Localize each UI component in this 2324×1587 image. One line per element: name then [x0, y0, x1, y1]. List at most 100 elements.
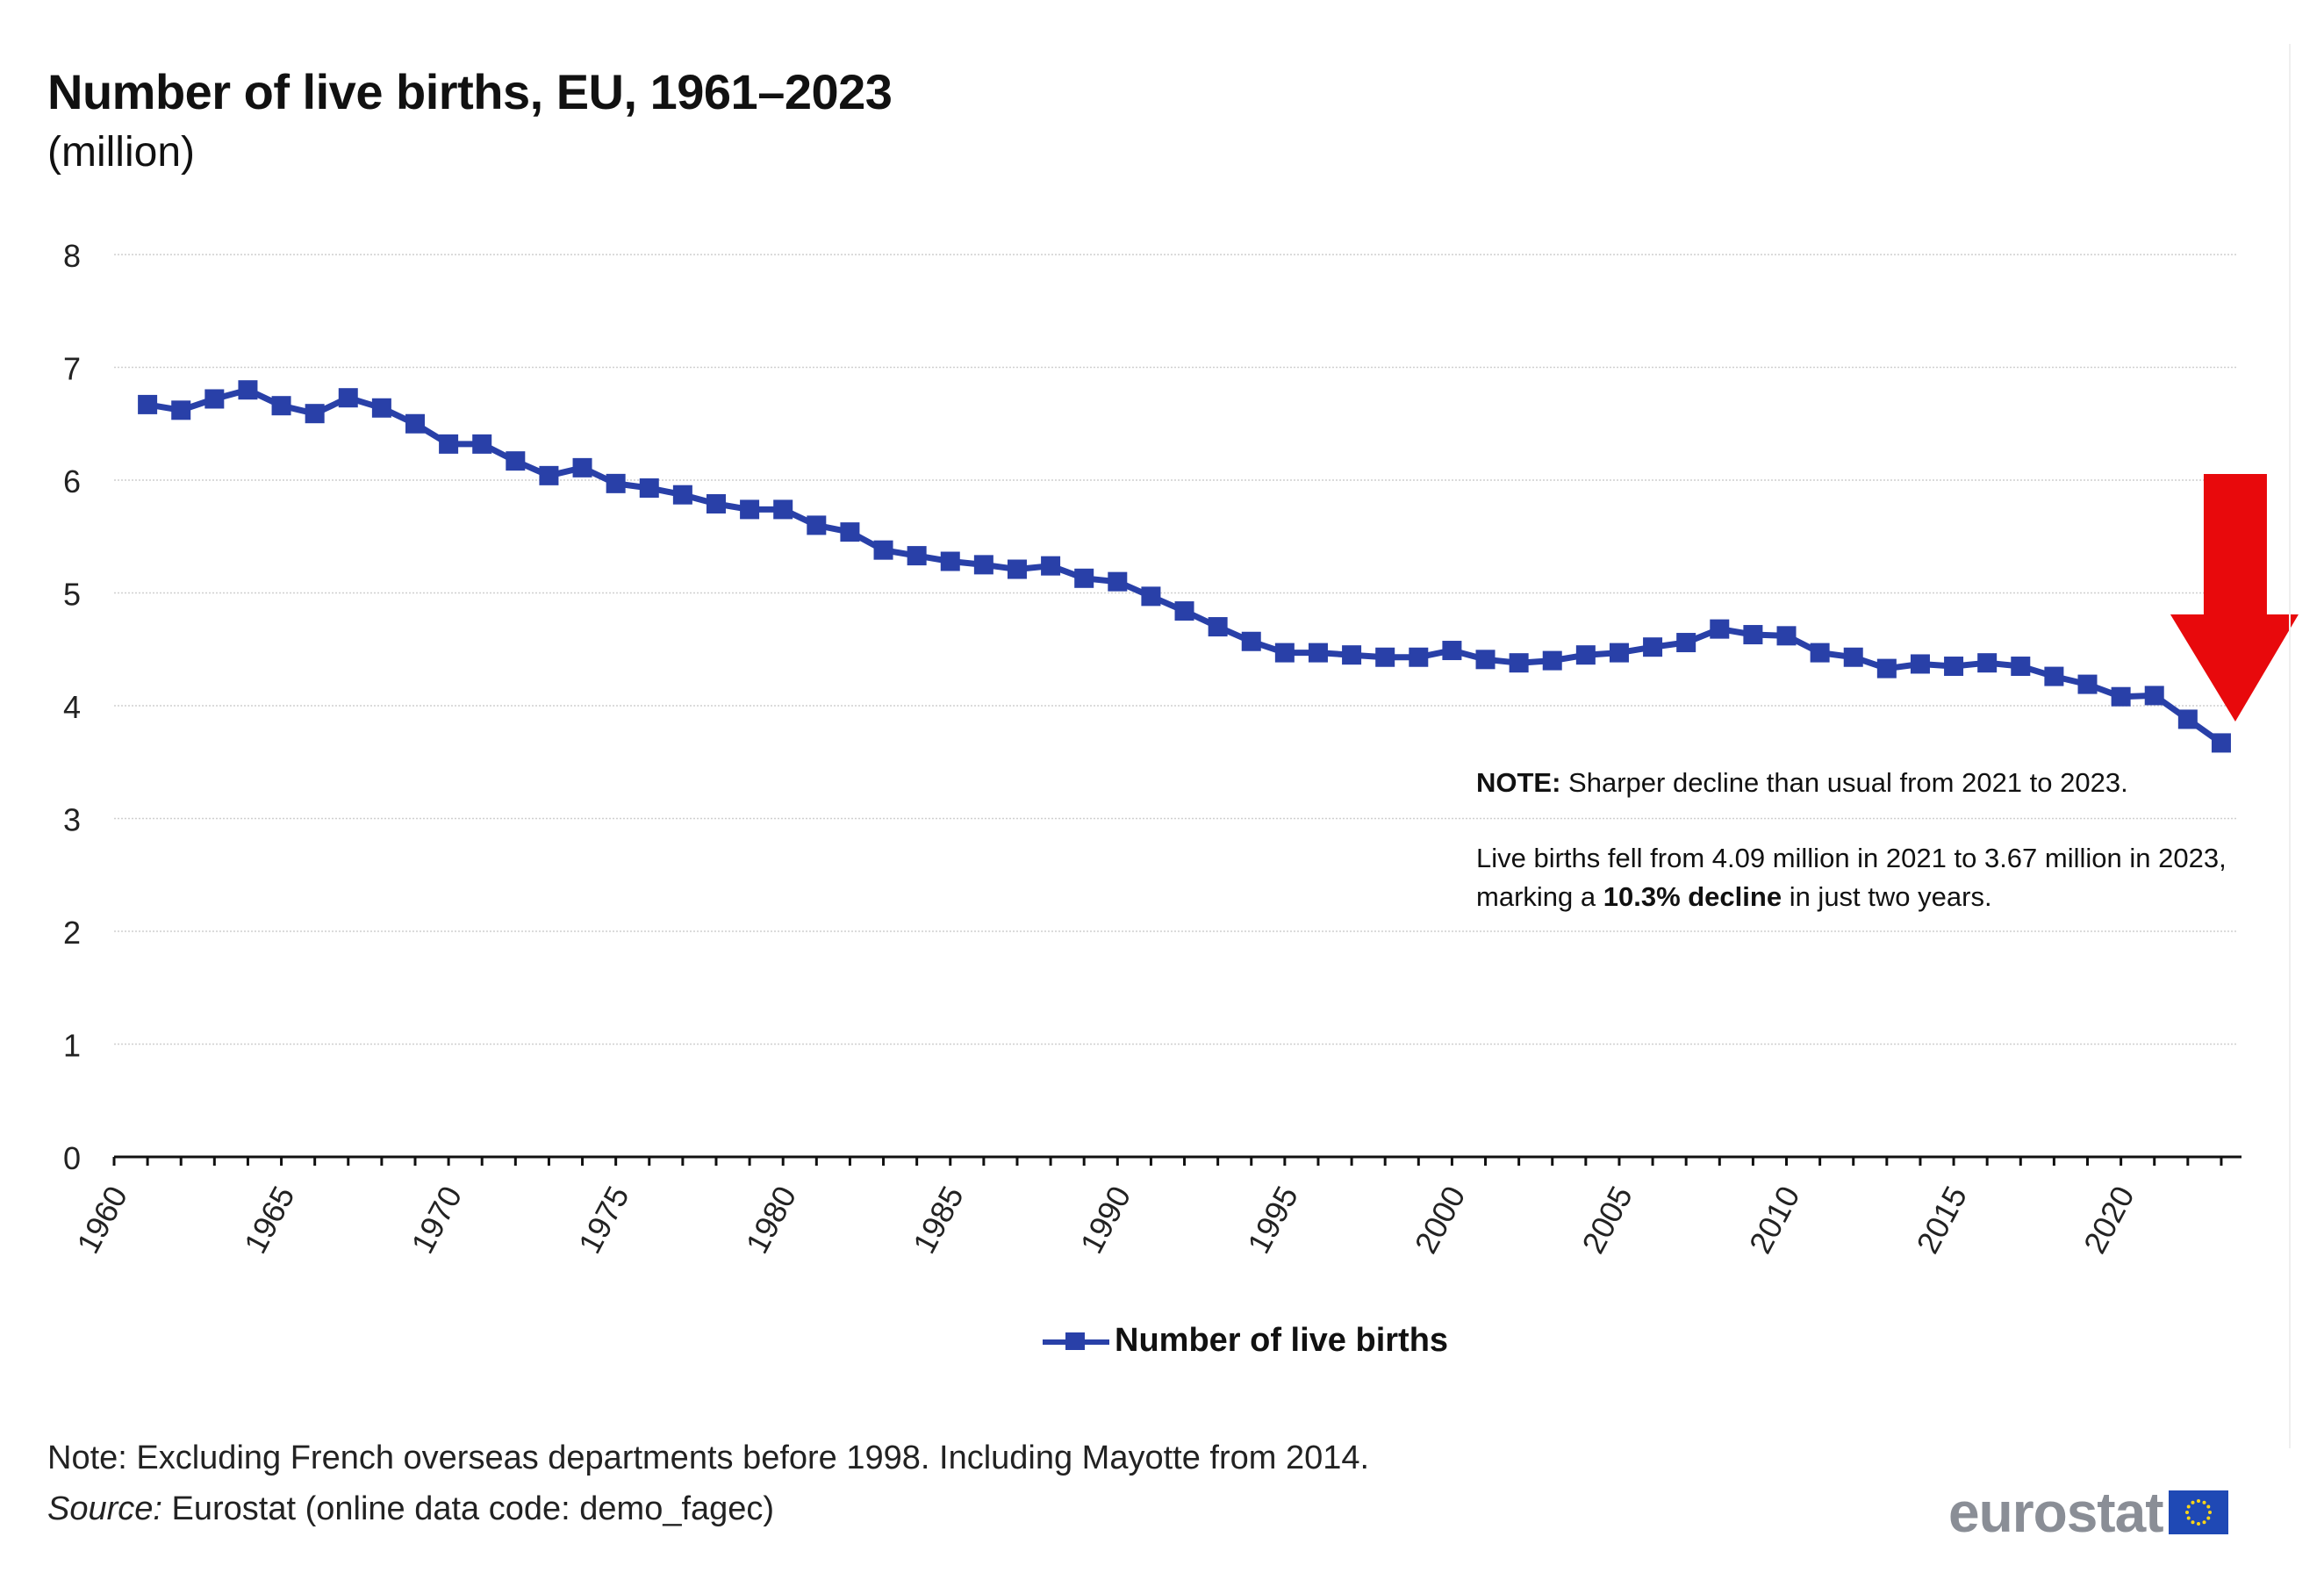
- data-point: [1375, 647, 1395, 667]
- y-tick-label: 6: [63, 463, 81, 499]
- x-tick-label: 2020: [2077, 1181, 2141, 1260]
- x-tick-label: 1985: [906, 1181, 971, 1260]
- data-point: [1609, 643, 1629, 663]
- data-point: [1442, 641, 1462, 661]
- data-point: [907, 546, 927, 566]
- data-point: [1542, 650, 1562, 671]
- x-tick-label: 1965: [237, 1181, 302, 1260]
- data-point: [1843, 647, 1863, 667]
- y-tick-label: 1: [63, 1028, 81, 1064]
- legend: Number of live births: [1043, 1322, 1448, 1360]
- data-point: [1776, 626, 1797, 646]
- data-point: [338, 388, 358, 408]
- data-point: [1643, 637, 1663, 657]
- y-tick-label: 2: [63, 915, 81, 951]
- y-tick-label: 8: [63, 238, 81, 274]
- data-point: [506, 451, 526, 471]
- data-point: [1475, 650, 1496, 670]
- data-point: [706, 493, 726, 513]
- annotation-detail: Live births fell from 4.09 million in 20…: [1476, 839, 2266, 916]
- data-point: [1977, 653, 1998, 673]
- data-point: [539, 465, 559, 485]
- data-point: [472, 434, 492, 454]
- y-tick-label: 3: [63, 802, 81, 838]
- x-tick-label: 2000: [1408, 1181, 1473, 1260]
- legend-swatch: [1043, 1332, 1109, 1350]
- annotation-box: NOTE: Sharper decline than usual from 20…: [1476, 764, 2266, 916]
- y-tick-label: 0: [63, 1140, 81, 1176]
- logo-text: eurostat: [1948, 1481, 2163, 1544]
- data-point: [572, 457, 592, 478]
- data-point: [1308, 643, 1328, 663]
- data-point: [1174, 601, 1194, 621]
- data-point: [1676, 633, 1696, 653]
- x-tick-label: 1960: [69, 1181, 134, 1260]
- data-point: [238, 380, 258, 400]
- data-point: [1274, 643, 1295, 663]
- data-point: [1810, 643, 1830, 663]
- data-point: [1509, 653, 1529, 673]
- data-point: [606, 473, 626, 493]
- annotation-detail-post: in just two years.: [1782, 881, 1992, 912]
- data-point: [1910, 654, 1930, 674]
- data-point: [807, 515, 827, 535]
- annotation-detail-bold: 10.3% decline: [1603, 881, 1782, 912]
- x-tick-label: 1975: [571, 1181, 636, 1260]
- data-point: [2077, 674, 2098, 694]
- eu-flag-icon: [2168, 1490, 2228, 1534]
- data-point: [2211, 733, 2231, 753]
- annotation-note-text: Sharper decline than usual from 2021 to …: [1560, 767, 2128, 798]
- data-point: [672, 485, 692, 505]
- x-tick-label: 1970: [404, 1181, 469, 1260]
- x-tick-label: 1980: [738, 1181, 803, 1260]
- chart-title: Number of live births, EU, 1961–2023: [47, 64, 893, 119]
- chart-subtitle: (million): [47, 129, 195, 176]
- series-line: [147, 386, 2223, 746]
- data-point: [1944, 657, 1964, 677]
- red-arrow-icon: [2170, 474, 2299, 722]
- data-point: [138, 394, 158, 414]
- data-point: [973, 555, 993, 575]
- right-border-line: [2289, 44, 2291, 1448]
- data-point: [405, 413, 425, 434]
- data-point: [1876, 658, 1897, 679]
- data-point: [1108, 571, 1128, 592]
- annotation-note-label: NOTE:: [1476, 767, 1561, 798]
- annotation-note: NOTE: Sharper decline than usual from 20…: [1476, 764, 2266, 802]
- data-point: [2044, 666, 2064, 686]
- x-tick-label: 1995: [1240, 1181, 1305, 1260]
- legend-label: Number of live births: [1115, 1322, 1449, 1359]
- data-point: [740, 499, 760, 520]
- data-point: [1575, 645, 1596, 665]
- data-point: [371, 398, 391, 418]
- data-point: [2111, 686, 2131, 707]
- data-point: [1007, 559, 1027, 579]
- data-point: [271, 396, 291, 416]
- data-point: [773, 499, 793, 520]
- x-tick-label: 2005: [1574, 1181, 1639, 1260]
- data-point: [204, 389, 225, 409]
- annotation-detail-pre: Live births fell from 4.09 million in 20…: [1476, 843, 2227, 912]
- x-tick-label: 2015: [1909, 1181, 1974, 1260]
- footer-source: Source: Eurostat (online data code: demo…: [47, 1490, 774, 1528]
- source-text: Eurostat (online data code: demo_fagec): [161, 1490, 775, 1527]
- source-label: Source:: [47, 1490, 162, 1527]
- data-point: [1409, 647, 1429, 667]
- data-point: [873, 540, 893, 560]
- data-point: [1141, 586, 1161, 607]
- data-point: [840, 522, 860, 542]
- x-tick-label: 1990: [1073, 1181, 1138, 1260]
- data-point: [1342, 645, 1362, 665]
- data-point: [940, 551, 960, 571]
- data-point: [639, 478, 659, 498]
- data-point: [1710, 619, 1730, 639]
- data-point: [1208, 617, 1228, 637]
- data-point: [2177, 709, 2198, 729]
- y-tick-label: 7: [63, 351, 81, 387]
- data-point: [1241, 631, 1261, 651]
- data-point: [2144, 686, 2164, 706]
- data-point: [171, 400, 191, 420]
- eurostat-logo: eurostat: [1948, 1480, 2228, 1545]
- footer-note: Note: Excluding French overseas departme…: [47, 1440, 1370, 1476]
